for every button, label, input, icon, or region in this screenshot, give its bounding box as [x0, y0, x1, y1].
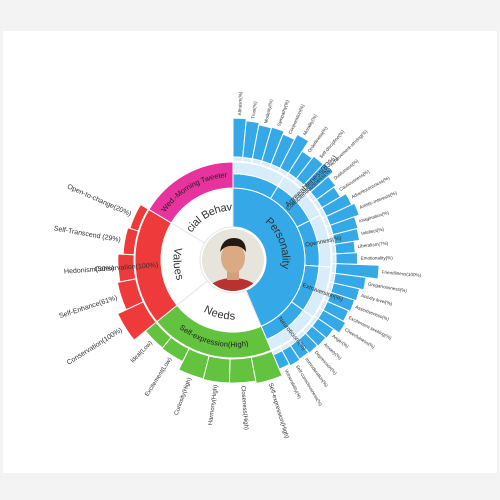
- value-label-4: Conservation(100%): [66, 327, 124, 367]
- need-4-bar: [228, 356, 257, 384]
- value-label-0: Open-to-change(20%): [66, 183, 132, 218]
- facet-label-14: Intellect(%): [361, 226, 385, 236]
- facet-label-8: Achievement-striving(%): [329, 128, 369, 166]
- facet-1-base: [241, 156, 253, 164]
- value-3-bar: [116, 278, 144, 311]
- value-label-1: Self-Transcend (29%): [53, 225, 121, 244]
- facet-label-0: Altruism(%): [237, 91, 243, 115]
- social-middle-ring: [148, 161, 234, 224]
- facet-label-19: Activity level(%): [360, 293, 393, 307]
- need-label-4: Closeness(High): [239, 386, 248, 431]
- facet-label-16: Emotionality(%): [361, 255, 394, 260]
- value-label-2: Hedonism(50%): [64, 265, 115, 275]
- value-0-bar: [129, 203, 149, 232]
- need-label-5: Self-expression(High): [267, 382, 289, 439]
- value-label-3: Self-Enhance(61%): [58, 295, 118, 320]
- facet-0-base: [232, 156, 244, 162]
- facet-label-3: Sympathy(%): [276, 99, 290, 127]
- facet-16-base: [331, 253, 337, 265]
- need-label-3: Harmony(High): [208, 385, 219, 426]
- need-3-bar: [202, 355, 231, 384]
- need-label-0: Ideal(Low): [130, 340, 154, 364]
- facet-label-1: Trust(%): [250, 101, 257, 119]
- portrait-photo: [201, 228, 265, 292]
- facet-label-23: Anger(%): [331, 333, 350, 349]
- facet-16-bar: [335, 252, 359, 265]
- need-label-2: Curiosity(High): [174, 377, 193, 416]
- need-label-1: Excitement(Low): [144, 357, 173, 398]
- need-2-bar: [178, 348, 210, 380]
- need-5-bar: [250, 350, 283, 385]
- need-1-bar: [161, 336, 190, 363]
- values-middle-label: Conservation(100%): [94, 262, 158, 273]
- facet-label-15: Liberalism(7%): [357, 241, 388, 249]
- facet-label-4: Cooperation(%): [288, 103, 306, 135]
- facet-label-13: Imagination(%): [358, 210, 389, 224]
- facet-label-5: Morality(%): [302, 113, 318, 136]
- value-4-bar: [116, 301, 157, 341]
- facet-label-17: Friendliness(100%): [382, 270, 422, 278]
- value-1-bar: [122, 227, 139, 256]
- facet-17-base: [330, 262, 337, 274]
- values-ring-label: Values: [170, 247, 186, 283]
- value-2-bar: [117, 253, 137, 283]
- facet-15-base: [330, 243, 337, 255]
- facet-label-2: Modesty(%): [263, 98, 274, 123]
- facet-label-18: Gregariousness(%): [368, 281, 408, 293]
